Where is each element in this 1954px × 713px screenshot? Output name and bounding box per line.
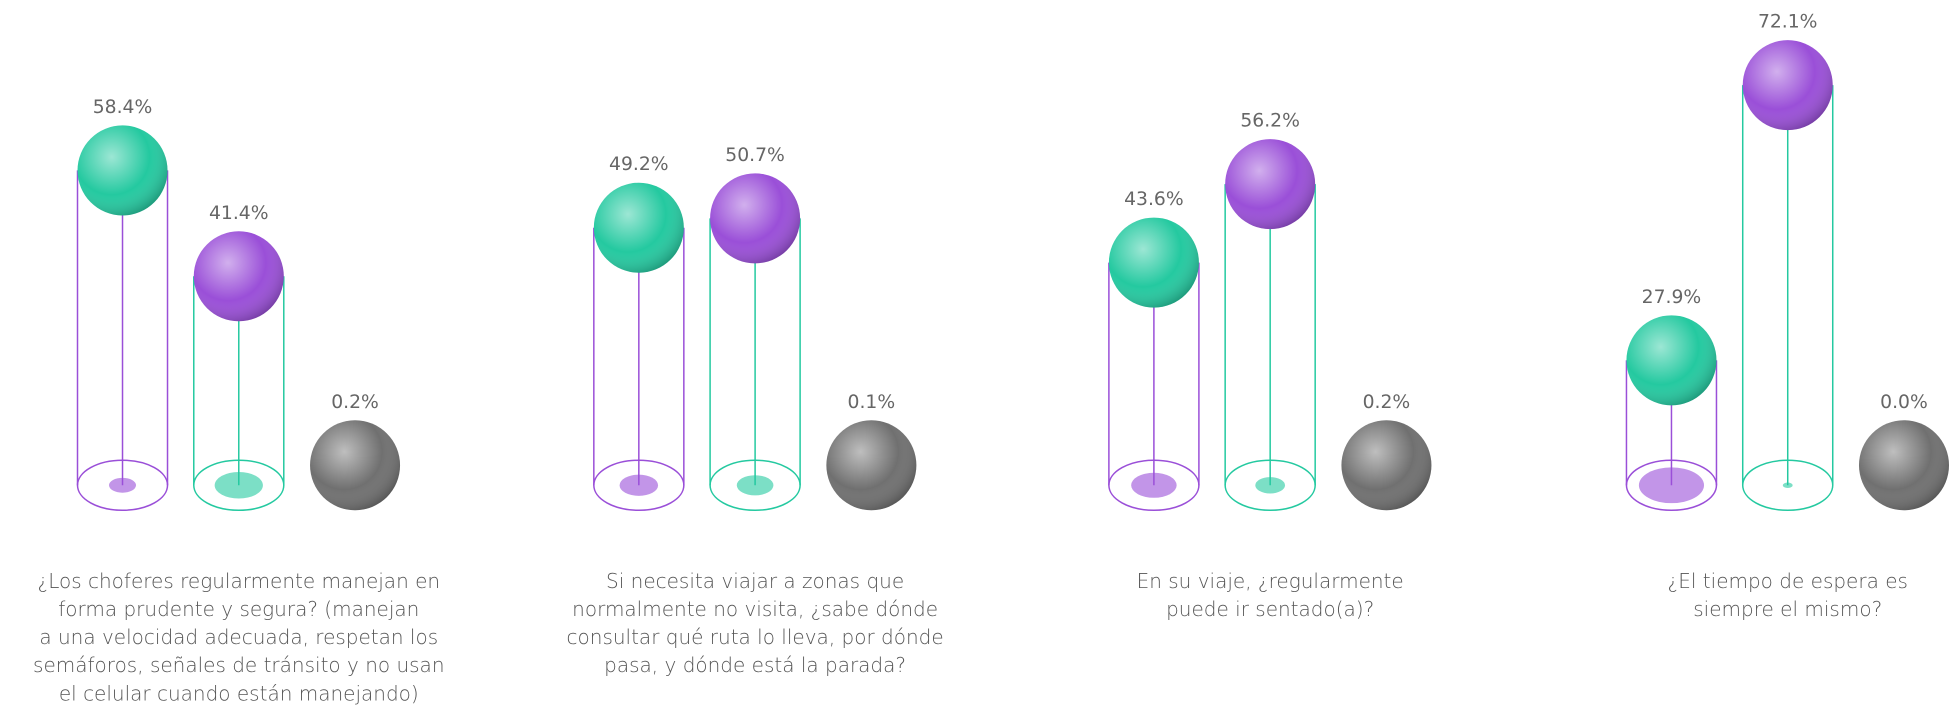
sphere-shine [310,420,401,511]
sphere-shine [1108,217,1199,308]
sphere-shine [193,231,284,322]
question-text: forma prudente y segura? (manejan [58,597,419,621]
value-label: 0.2% [1363,392,1411,413]
value-label: 0.0% [1880,392,1928,413]
sphere-shine [1225,139,1316,230]
question-text: el celular cuando están manejando) [59,681,419,705]
value-label: 0.2% [331,392,379,413]
question-text: Si necesita viajar a zonas que [606,569,904,593]
cylinder-core [214,471,263,499]
question-text: pasa, y dónde está la parada? [604,653,906,677]
question-text: siempre el mismo? [1693,597,1882,621]
question-text: ¿El tiempo de espera es [1668,569,1908,593]
sphere-shine [593,182,684,273]
value-label: 49.2% [609,154,669,175]
question-text: ¿Los choferes regularmente manejan en [37,569,440,593]
value-label: 27.9% [1642,287,1702,308]
value-label: 50.7% [725,145,785,166]
sphere-shine [826,420,917,511]
value-label: 41.4% [209,203,269,224]
sphere-shine [77,125,168,216]
question-text: En su viaje, ¿regularmente [1137,569,1404,593]
question-text: consultar qué ruta lo lleva, por dónde [567,625,944,649]
question-text: puede ir sentado(a)? [1166,597,1374,621]
sphere-shine [1341,420,1432,511]
sphere-shine [710,173,801,264]
value-label: 56.2% [1240,111,1300,132]
question-text: normalmente no visita, ¿sabe dónde [572,597,938,621]
question-text: a una velocidad adecuada, respetan los [39,625,438,649]
value-label: 58.4% [93,97,153,118]
question-text: semáforos, señales de tránsito y no usan [33,653,444,677]
value-label: 0.1% [848,392,896,413]
value-label: 72.1% [1758,12,1818,33]
sphere-shine [1626,315,1717,406]
sphere-shine [1858,420,1949,511]
value-label: 43.6% [1124,189,1184,210]
sphere-shine [1742,40,1833,131]
